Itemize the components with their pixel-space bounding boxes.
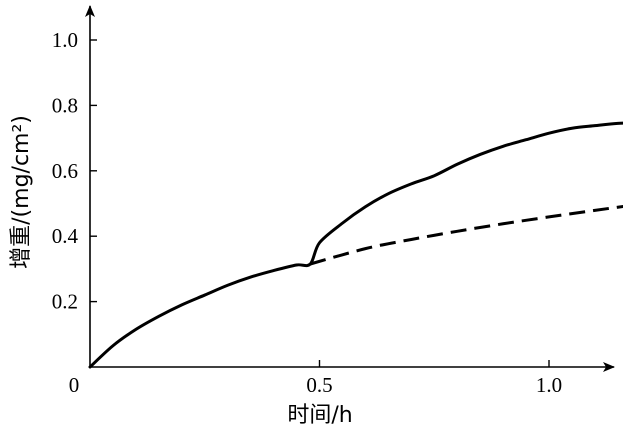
y-tick-label: 0.8 xyxy=(52,93,78,117)
dashed-series-line xyxy=(309,204,623,266)
y-axis-title: 增重/(mg/cm²) xyxy=(9,115,34,269)
y-tick-label: 0.2 xyxy=(52,290,78,314)
x-tick-label: 0.5 xyxy=(306,373,332,397)
series-group xyxy=(88,121,623,369)
origin-label: 0 xyxy=(69,373,80,397)
y-ticks: 0.2 0.4 0.6 0.8 1.0 xyxy=(52,28,97,314)
y-tick-label: 0.6 xyxy=(52,159,78,183)
solid-series-line xyxy=(88,121,623,369)
x-axis-title: 时间/h xyxy=(287,403,352,428)
y-tick-label: 1.0 xyxy=(52,28,78,52)
y-tick-label: 0.4 xyxy=(52,224,79,248)
x-tick-label: 1.0 xyxy=(536,373,562,397)
x-ticks: 0.51.01.52.0 xyxy=(306,360,562,397)
